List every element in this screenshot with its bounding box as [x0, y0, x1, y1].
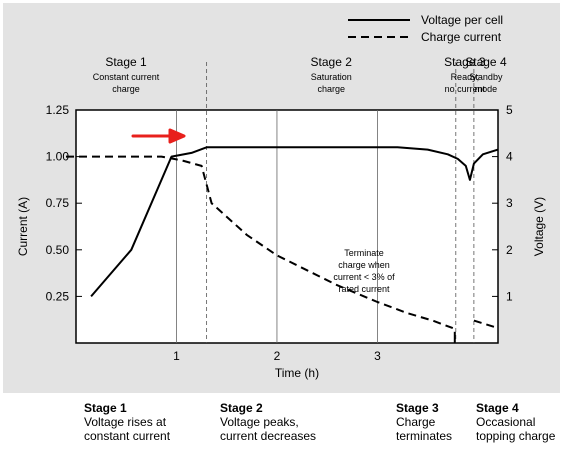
- x-axis-title: Time (h): [275, 366, 319, 380]
- y-left-tick-label-5: 1.25: [46, 103, 70, 117]
- x-tick-label-2: 2: [274, 349, 281, 363]
- x-tick-label-3: 3: [374, 349, 381, 363]
- annotation-line-1: Terminate: [344, 248, 384, 258]
- y-right-tick-label-4: 4: [506, 150, 513, 164]
- caption-stage-4-title: Stage 4: [476, 401, 519, 415]
- stage-4-desc-2: mode: [475, 84, 498, 94]
- caption-stage-3-title: Stage 3: [396, 401, 439, 415]
- plot-area: [75, 109, 499, 344]
- caption-stage-1-line-2: constant current: [84, 429, 171, 443]
- caption-stage-2-title: Stage 2: [220, 401, 263, 415]
- stage-4-title: Stage 4: [465, 55, 507, 69]
- caption-stage-2-line-2: current decreases: [220, 429, 317, 443]
- caption-stage-4-line-1: Occasional: [476, 415, 536, 429]
- series-1-segment-1: [90, 146, 499, 298]
- caption-stage-1-line-1: Voltage rises at: [84, 415, 167, 429]
- stage-3-desc-2: no current: [445, 84, 486, 94]
- y-right-axis-title: Voltage (V): [532, 197, 546, 256]
- stage-1-title: Stage 1: [105, 55, 147, 69]
- caption-stage-1-title: Stage 1: [84, 401, 127, 415]
- legend-label-1: Voltage per cell: [421, 13, 503, 27]
- y-left-axis-title: Current (A): [16, 197, 30, 256]
- caption-stage-3: Stage 3 Charge terminates: [396, 401, 452, 443]
- y-right-tick-label-2: 2: [506, 243, 513, 257]
- stage-3-desc-1: Ready;: [451, 72, 480, 82]
- y-right-tick-label-1: 1: [506, 289, 513, 303]
- legend-label-2: Charge current: [421, 30, 502, 44]
- caption-stage-1: Stage 1 Voltage rises at constant curren…: [84, 401, 170, 443]
- caption-stage-2: Stage 2 Voltage peaks, current decreases: [220, 401, 316, 443]
- stage-2-desc-1: Saturation: [311, 72, 352, 82]
- caption-stage-4-line-2: topping charge: [476, 429, 556, 443]
- caption-stage-2-line-1: Voltage peaks,: [220, 415, 299, 429]
- y-right-tick-label-5: 5: [506, 103, 513, 117]
- caption-stage-3-line-2: terminates: [396, 429, 453, 443]
- stage-2-desc-2: charge: [317, 84, 345, 94]
- stage-1-desc-2: charge: [112, 84, 140, 94]
- stage-1-desc-1: Constant current: [93, 72, 160, 82]
- y-left-tick-label-1: 0.25: [46, 289, 70, 303]
- y-left-tick-label-4: 1.00: [46, 150, 70, 164]
- red-arrow-icon: [131, 128, 186, 144]
- caption-stage-3-line-1: Charge: [396, 415, 436, 429]
- annotation-line-4: rated current: [338, 284, 390, 294]
- y-left-tick-label-2: 0.50: [46, 243, 70, 257]
- annotation-line-2: charge when: [338, 260, 390, 270]
- annotation-line-3: current < 3% of: [333, 272, 395, 282]
- stage-4-desc-1: Standby: [469, 72, 503, 82]
- y-right-tick-label-3: 3: [506, 196, 513, 210]
- y-left-tick-label-3: 0.75: [46, 196, 70, 210]
- caption-stage-4: Stage 4 Occasional topping charge: [476, 401, 555, 443]
- series-2-segment-2: [473, 319, 499, 330]
- stage-3-title: Stage 3: [444, 55, 486, 69]
- x-tick-label-1: 1: [173, 349, 180, 363]
- stage-2-title: Stage 2: [311, 55, 353, 69]
